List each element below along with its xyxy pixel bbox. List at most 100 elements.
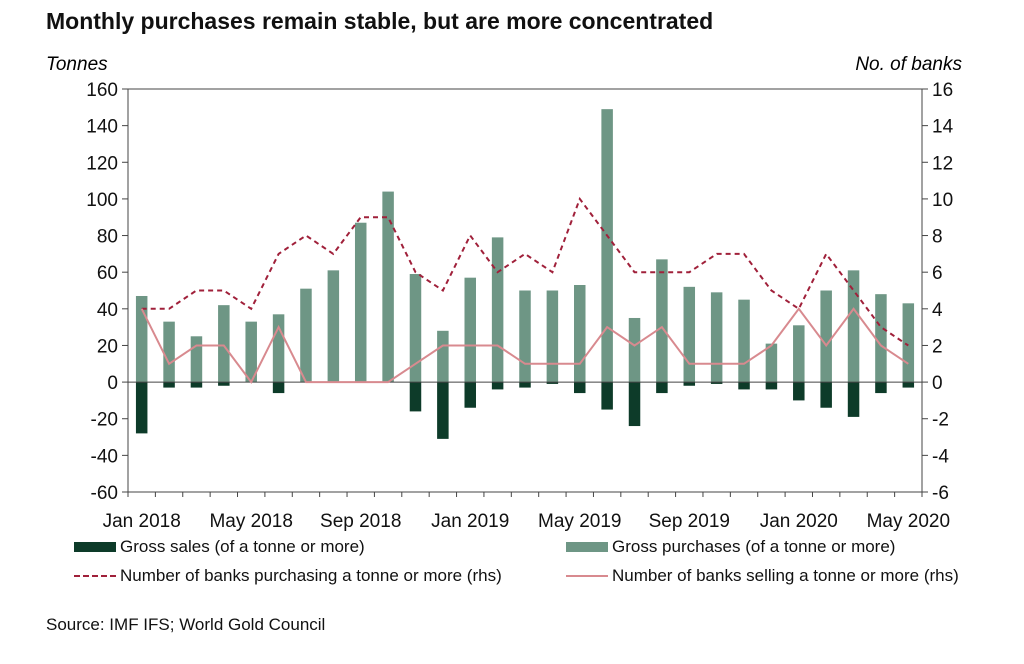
legend-label-purchases: Gross purchases (of a tonne or more) — [612, 537, 896, 556]
bar-gross-sales — [218, 382, 230, 386]
left-tick-label: 100 — [86, 190, 118, 211]
bar-gross-sales — [738, 382, 750, 390]
legend-item-sales: Gross sales (of a tonne or more) — [74, 537, 365, 557]
left-axis-title: Tonnes — [46, 54, 108, 75]
right-tick-label: 16 — [932, 80, 953, 101]
legend-item-banks-purchasing: Number of banks purchasing a tonne or mo… — [74, 566, 502, 586]
bar-gross-purchases — [135, 295, 148, 383]
bar-gross-sales — [190, 382, 203, 388]
left-tick-label: 160 — [86, 80, 118, 101]
bar-gross-purchases — [601, 109, 613, 383]
bar-gross-sales — [847, 382, 860, 417]
bar-gross-purchases — [382, 191, 394, 383]
chart-title: Monthly purchases remain stable, but are… — [46, 8, 714, 34]
bar-gross-purchases — [464, 277, 476, 383]
legend-label-sales: Gross sales (of a tonne or more) — [120, 537, 365, 556]
x-tick-label: Jan 2019 — [431, 511, 509, 532]
bar-gross-purchases — [875, 294, 887, 383]
x-tick-label: May 2018 — [209, 511, 292, 532]
bar-gross-sales — [272, 382, 285, 394]
right-tick-label: 6 — [932, 263, 943, 284]
bar-gross-sales — [820, 382, 832, 408]
legend-label-banks-purchasing: Number of banks purchasing a tonne or mo… — [120, 566, 502, 585]
bar-gross-purchases — [765, 343, 778, 383]
bar-gross-sales — [464, 382, 476, 408]
left-tick-label: 60 — [97, 263, 118, 284]
line-banks-selling — [140, 307, 909, 384]
right-tick-label: 8 — [932, 227, 943, 248]
bar-gross-purchases — [190, 336, 203, 383]
bar-gross-purchases — [710, 292, 723, 383]
bar-gross-sales — [519, 382, 531, 388]
bar-gross-sales — [902, 382, 915, 388]
bar-gross-purchases — [491, 237, 504, 383]
right-axis-title: No. of banks — [855, 54, 962, 75]
right-tick-label: -2 — [932, 410, 949, 431]
left-tick-label: -40 — [91, 446, 118, 467]
bar-gross-sales — [765, 382, 778, 390]
bar-gross-sales — [601, 382, 613, 410]
bar-gross-purchases — [409, 274, 422, 383]
bar-gross-purchases — [437, 330, 449, 383]
left-tick-label: 120 — [86, 153, 118, 174]
bar-gross-sales — [437, 382, 449, 439]
bar-gross-sales — [163, 382, 175, 388]
right-tick-label: -4 — [932, 446, 949, 467]
bar-gross-purchases — [245, 321, 257, 383]
left-tick-label: 140 — [86, 117, 118, 138]
bar-gross-purchases — [847, 270, 860, 383]
line-banks-purchasing — [141, 196, 909, 347]
bar-gross-sales — [409, 382, 422, 412]
bar-gross-purchases — [354, 222, 367, 383]
x-tick-label: Sep 2018 — [320, 511, 401, 532]
bar-gross-purchases — [820, 290, 832, 383]
legend-swatch-sales — [74, 542, 116, 552]
bar-gross-purchases — [546, 290, 559, 383]
right-tick-label: 4 — [932, 300, 943, 321]
source-note: Source: IMF IFS; World Gold Council — [46, 615, 326, 634]
bar-gross-purchases — [738, 299, 750, 383]
right-tick-label: -6 — [932, 483, 949, 504]
bar-gross-sales — [875, 382, 887, 394]
bar-gross-purchases — [218, 305, 230, 383]
left-tick-label: -20 — [91, 410, 118, 431]
legend-swatch-banks-selling — [566, 575, 608, 577]
x-tick-label: May 2019 — [538, 511, 621, 532]
legend-item-banks-selling: Number of banks selling a tonne or more … — [566, 566, 959, 586]
right-tick-label: 0 — [932, 373, 943, 394]
bar-gross-purchases — [574, 285, 586, 383]
right-tick-label: 14 — [932, 117, 954, 138]
bar-gross-purchases — [327, 270, 340, 383]
bar-gross-sales — [656, 382, 668, 394]
right-tick-label: 12 — [932, 153, 953, 174]
bar-gross-purchases — [656, 259, 668, 383]
bar-gross-sales — [574, 382, 586, 394]
left-tick-label: 40 — [97, 300, 118, 321]
legend-item-purchases: Gross purchases (of a tonne or more) — [566, 537, 895, 557]
left-tick-label: 20 — [97, 336, 118, 357]
bar-gross-purchases — [902, 303, 915, 383]
left-tick-label: 0 — [107, 373, 118, 394]
left-tick-label: 80 — [97, 227, 118, 248]
x-tick-label: Jan 2020 — [760, 511, 838, 532]
bar-gross-sales — [710, 382, 723, 384]
x-tick-label: May 2020 — [867, 511, 950, 532]
x-tick-label: Jan 2018 — [103, 511, 181, 532]
bar-gross-sales — [628, 382, 641, 427]
plot-area: 160 140 120 100 80 60 40 20 0 -20 -40 -6 0 16 14 12 10 8 6… — [86, 80, 953, 532]
legend-swatch-purchases — [566, 542, 608, 552]
legend-swatch-banks-purchasing — [74, 575, 116, 577]
bar-gross-purchases — [519, 290, 531, 383]
bar-gross-sales — [135, 382, 148, 434]
bar-gross-sales — [683, 382, 696, 386]
bar-gross-purchases — [683, 286, 696, 383]
combo-chart: Tonnes No. of banks 16014012010080604020… — [46, 54, 962, 532]
right-tick-label: 10 — [932, 190, 953, 211]
bar-gross-sales — [546, 382, 559, 384]
legend-label-banks-selling: Number of banks selling a tonne or more … — [612, 566, 959, 585]
bar-gross-purchases — [163, 321, 175, 383]
bar-gross-purchases — [272, 314, 285, 383]
x-tick-label: Sep 2019 — [649, 511, 730, 532]
bar-gross-purchases — [628, 317, 641, 383]
plot-frame — [127, 88, 923, 493]
